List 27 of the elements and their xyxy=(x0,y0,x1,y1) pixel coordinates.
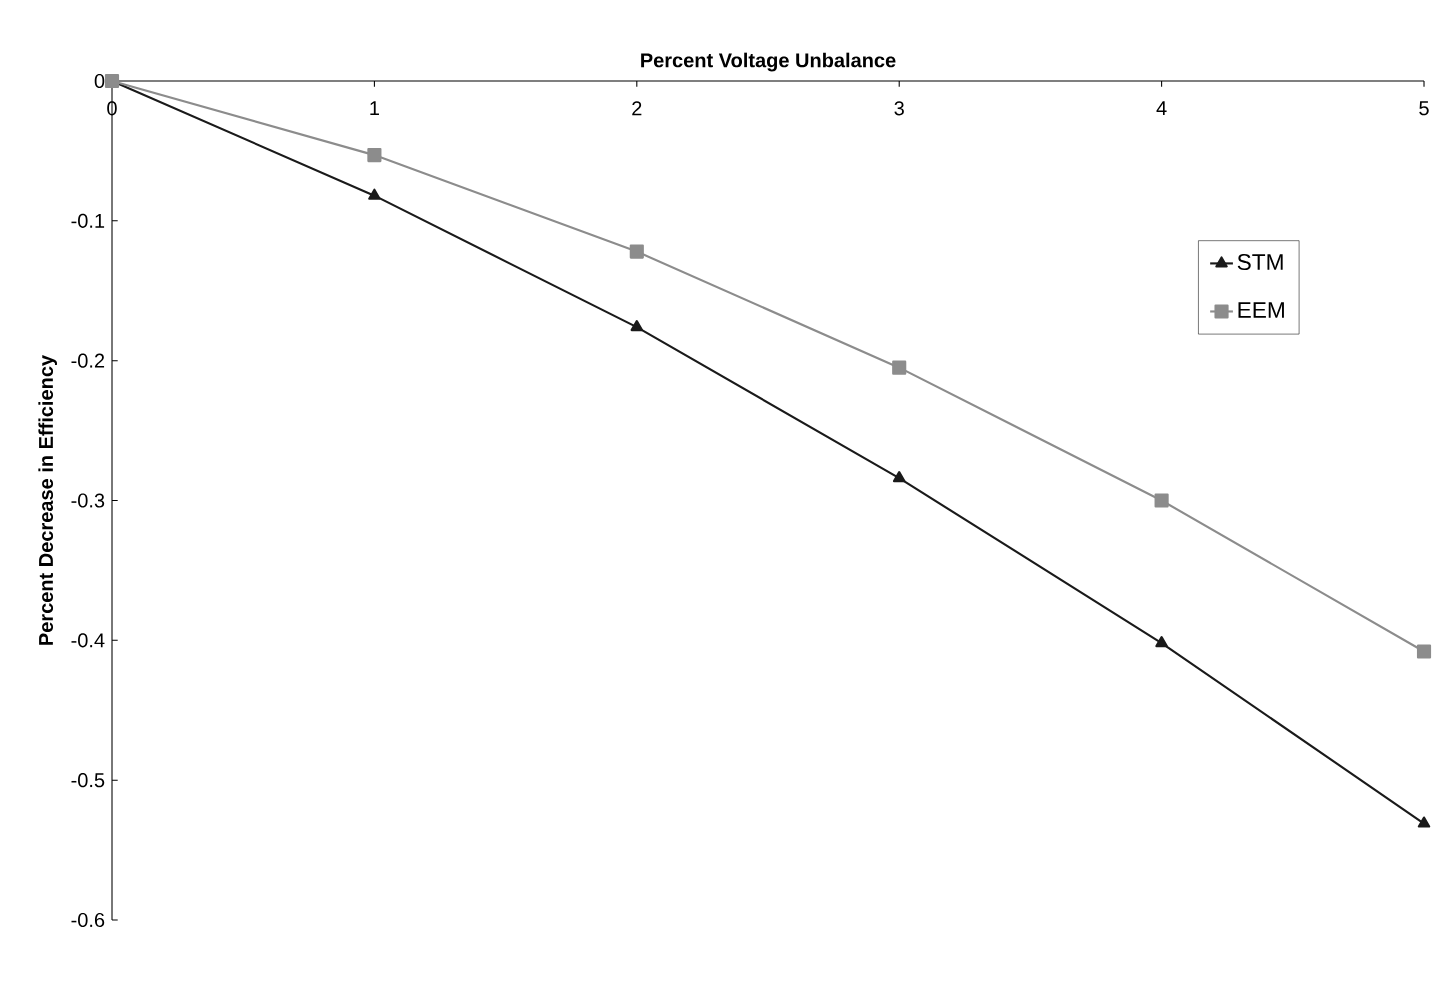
x-tick-label: 1 xyxy=(370,101,379,116)
y-tick-label: -0.5 xyxy=(71,773,105,788)
x-tick-label: 0 xyxy=(107,101,117,116)
y-axis-title: Percent Decrease in Efficiency xyxy=(38,355,57,645)
point xyxy=(1154,493,1169,508)
point xyxy=(368,188,381,200)
point xyxy=(1417,816,1431,828)
point xyxy=(1155,636,1168,648)
y-tick-label: -0.2 xyxy=(71,353,105,368)
x-tick-label: 2 xyxy=(632,101,642,116)
point xyxy=(892,471,906,483)
x-tick-label: 5 xyxy=(1419,101,1429,116)
point xyxy=(629,244,644,259)
y-tick-label: -0.6 xyxy=(71,912,105,928)
x-tick-label: 4 xyxy=(1156,101,1167,116)
x-axis-title: Percent Voltage Unbalance xyxy=(641,52,896,72)
legend-label: STM xyxy=(1237,254,1283,271)
point xyxy=(1416,644,1432,659)
point xyxy=(630,320,644,332)
y-tick-label: 0 xyxy=(94,73,105,89)
y-tick-label: -0.1 xyxy=(71,213,105,228)
point xyxy=(367,148,382,163)
point xyxy=(892,360,907,375)
legend-label: EEM xyxy=(1238,302,1284,318)
x-tick-label: 3 xyxy=(894,101,904,116)
y-tick-label: -0.3 xyxy=(71,493,105,508)
y-tick-label: -0.4 xyxy=(71,633,105,648)
